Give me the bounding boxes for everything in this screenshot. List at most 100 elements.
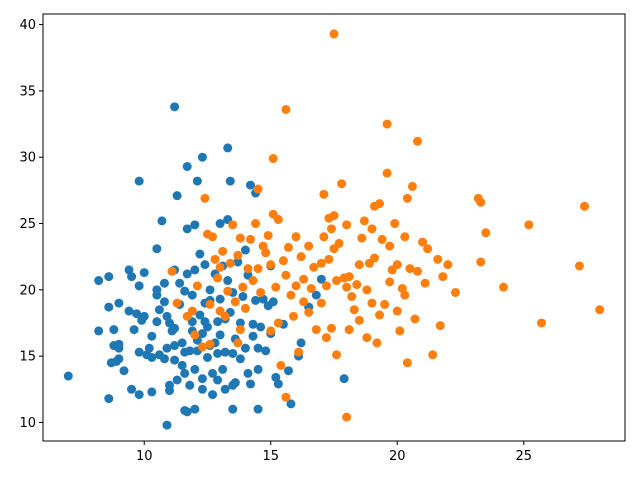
scatter-point bbox=[266, 326, 276, 336]
scatter-point bbox=[205, 299, 215, 309]
scatter-point bbox=[392, 260, 402, 270]
scatter-point bbox=[354, 315, 364, 325]
scatter-point bbox=[205, 339, 215, 349]
scatter-point bbox=[182, 269, 192, 279]
scatter-point bbox=[205, 285, 215, 295]
scatter-point bbox=[243, 368, 253, 378]
scatter-point bbox=[253, 404, 263, 414]
y-tick-label: 10 bbox=[19, 416, 36, 431]
scatter-point bbox=[208, 368, 218, 378]
scatter-point bbox=[104, 302, 114, 312]
scatter-point bbox=[281, 270, 291, 280]
scatter-point bbox=[139, 311, 149, 321]
scatter-point bbox=[200, 193, 210, 203]
scatter-point bbox=[134, 176, 144, 186]
scatter-point bbox=[187, 306, 197, 316]
scatter-point bbox=[450, 287, 460, 297]
scatter-point bbox=[147, 331, 157, 341]
scatter-point bbox=[159, 297, 169, 307]
scatter-point bbox=[165, 386, 175, 396]
scatter-point bbox=[114, 354, 124, 364]
scatter-point bbox=[220, 311, 230, 321]
scatter-point bbox=[235, 233, 245, 243]
scatter-point bbox=[167, 266, 177, 276]
scatter-point bbox=[152, 317, 162, 327]
scatter-point bbox=[172, 375, 182, 385]
scatter-point bbox=[253, 364, 263, 374]
scatter-point bbox=[321, 281, 331, 291]
scatter-point bbox=[400, 290, 410, 300]
scatter-point bbox=[175, 278, 185, 288]
scatter-point bbox=[413, 136, 422, 146]
scatter-point bbox=[233, 250, 243, 260]
scatter-point bbox=[213, 375, 223, 385]
scatter-point bbox=[261, 248, 271, 258]
scatter-point bbox=[344, 272, 354, 282]
scatter-point bbox=[159, 354, 169, 364]
scatter-point bbox=[180, 368, 190, 378]
scatter-point bbox=[127, 272, 137, 282]
scatter-point bbox=[266, 260, 276, 270]
scatter-point bbox=[329, 211, 339, 221]
scatter-point bbox=[261, 346, 271, 356]
scatter-point bbox=[273, 215, 283, 225]
scatter-point bbox=[162, 420, 172, 430]
scatter-point bbox=[349, 305, 359, 315]
x-tick-label: 25 bbox=[516, 449, 533, 464]
scatter-point bbox=[170, 341, 180, 351]
scatter-point bbox=[410, 314, 420, 324]
scatter-point bbox=[251, 219, 261, 229]
scatter-point bbox=[210, 254, 220, 264]
scatter-point bbox=[202, 352, 212, 362]
y-tick-label: 20 bbox=[19, 283, 36, 298]
scatter-point bbox=[407, 181, 417, 191]
scatter-point bbox=[433, 254, 443, 264]
scatter-point bbox=[202, 322, 212, 332]
scatter-point bbox=[235, 318, 245, 328]
scatter-point bbox=[380, 299, 390, 309]
scatter-point bbox=[390, 219, 400, 229]
y-tick-label: 35 bbox=[19, 84, 36, 99]
scatter-point bbox=[246, 180, 255, 190]
scatter-point bbox=[134, 390, 144, 400]
scatter-point bbox=[129, 325, 139, 335]
scatter-point bbox=[382, 168, 392, 178]
scatter-point bbox=[476, 197, 486, 207]
scatter-point bbox=[595, 305, 605, 315]
scatter-point bbox=[248, 331, 258, 341]
scatter-point bbox=[263, 230, 273, 240]
scatter-point bbox=[311, 290, 321, 300]
scatter-point bbox=[375, 310, 385, 320]
scatter-point bbox=[200, 260, 210, 270]
scatter-point bbox=[283, 242, 293, 252]
scatter-point bbox=[119, 366, 129, 376]
scatter-point bbox=[187, 290, 197, 300]
scatter-point bbox=[319, 232, 329, 242]
scatter-point bbox=[223, 276, 233, 286]
scatter-point bbox=[329, 29, 339, 39]
scatter-point bbox=[177, 360, 187, 370]
scatter-point bbox=[195, 310, 205, 320]
series-2 bbox=[167, 29, 605, 422]
y-tick-label: 25 bbox=[19, 217, 36, 232]
y-tick-label: 15 bbox=[19, 350, 36, 365]
scatter-point bbox=[139, 268, 149, 278]
scatter-point bbox=[499, 282, 509, 292]
scatter-point bbox=[182, 407, 192, 417]
scatter-point bbox=[215, 294, 225, 304]
scatter-point bbox=[248, 319, 258, 329]
scatter-point bbox=[190, 220, 200, 230]
scatter-point bbox=[256, 287, 266, 297]
scatter-point bbox=[326, 323, 336, 333]
scatter-point bbox=[524, 220, 534, 230]
scatter-point bbox=[273, 379, 283, 389]
scatter-point bbox=[299, 297, 309, 307]
scatter-point bbox=[367, 298, 377, 308]
scatter-point bbox=[228, 220, 238, 230]
points-layer bbox=[63, 29, 605, 430]
scatter-point bbox=[240, 343, 250, 353]
scatter-point bbox=[385, 241, 395, 251]
scatter-point bbox=[316, 258, 326, 268]
scatter-point bbox=[195, 249, 205, 259]
